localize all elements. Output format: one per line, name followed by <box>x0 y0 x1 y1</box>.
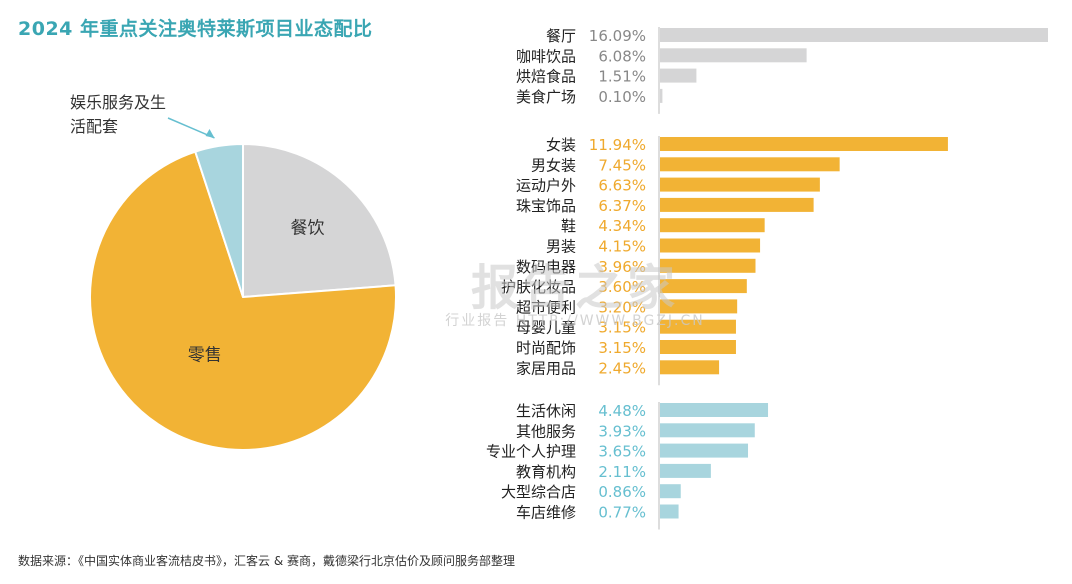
bar-category-16: 生活休闲 <box>516 402 576 420</box>
bar-4 <box>660 137 948 151</box>
pie-slice-1 <box>89 150 397 451</box>
pie-slice-2 <box>194 142 244 298</box>
bar-category-20: 大型综合店 <box>501 483 576 501</box>
pie-label-0: 餐饮 <box>290 218 324 238</box>
bar-12 <box>660 299 738 314</box>
bar-13 <box>660 319 736 334</box>
bar-11 <box>660 279 747 294</box>
bar-10 <box>660 258 756 273</box>
bar-value-11: 3.60% <box>598 278 646 296</box>
bar-category-19: 教育机构 <box>516 463 576 481</box>
bar-5 <box>660 157 840 172</box>
bar-category-3: 美食广场 <box>516 88 576 106</box>
bar-category-15: 家居用品 <box>516 359 576 377</box>
bar-value-13: 3.15% <box>598 319 646 337</box>
bar-7 <box>660 197 814 212</box>
bar-value-0: 16.09% <box>589 27 646 45</box>
bar-category-11: 护肤化妆品 <box>501 278 576 296</box>
bar-category-12: 超市便利 <box>516 298 576 316</box>
bar-value-7: 6.37% <box>598 197 646 215</box>
pie-label-2-line-0: 娱乐服务及生 <box>70 93 166 112</box>
bar-category-0: 餐厅 <box>546 27 576 45</box>
bar-chart: 餐厅 16.09% 咖啡饮品 6.08% 烘焙食品 1.51% 美食广场 0.10% 女装 11.… <box>486 27 1048 530</box>
bar-value-16: 4.48% <box>598 402 646 420</box>
bar-category-6: 运动户外 <box>516 177 576 195</box>
bar-20 <box>660 484 681 499</box>
bar-value-2: 1.51% <box>598 68 646 86</box>
bar-17 <box>660 423 755 438</box>
bar-value-8: 4.34% <box>598 217 646 235</box>
bar-category-14: 时尚配饰 <box>516 339 576 357</box>
bar-category-13: 母婴儿童 <box>516 319 576 337</box>
pie-callout-arrow <box>205 128 215 138</box>
bar-value-3: 0.10% <box>598 88 646 106</box>
bar-8 <box>660 218 765 233</box>
bar-category-7: 珠宝饰品 <box>516 197 576 215</box>
bar-value-17: 3.93% <box>598 422 646 440</box>
bar-21 <box>660 504 679 519</box>
bar-value-5: 7.45% <box>598 156 646 174</box>
bar-category-9: 男装 <box>546 238 576 256</box>
bar-value-21: 0.77% <box>598 504 646 522</box>
bar-value-10: 3.96% <box>598 258 646 276</box>
bar-0 <box>660 28 1048 42</box>
bar-value-15: 2.45% <box>598 359 646 377</box>
bar-category-2: 烘焙食品 <box>516 68 576 86</box>
bar-16 <box>660 403 769 417</box>
pie-slice-0 <box>242 142 397 299</box>
bar-category-8: 鞋 <box>561 217 576 235</box>
bar-category-17: 其他服务 <box>516 422 576 440</box>
bar-category-1: 咖啡饮品 <box>516 47 576 65</box>
bar-9 <box>660 238 761 253</box>
bar-value-4: 11.94% <box>589 136 646 154</box>
bar-value-19: 2.11% <box>598 463 646 481</box>
bar-category-21: 车店维修 <box>516 504 576 522</box>
bar-category-10: 数码电器 <box>516 258 576 276</box>
bar-value-6: 6.63% <box>598 177 646 195</box>
bar-2 <box>660 68 697 83</box>
bar-6 <box>660 177 820 192</box>
bar-19 <box>660 463 711 478</box>
bar-value-20: 0.86% <box>598 483 646 501</box>
bar-value-14: 3.15% <box>598 339 646 357</box>
bar-category-4: 女装 <box>546 136 576 154</box>
chart-title: 2024 年重点关注奥特莱斯项目业态配比 <box>18 18 373 40</box>
bar-value-9: 4.15% <box>598 238 646 256</box>
bar-category-5: 男女装 <box>531 156 576 174</box>
bar-18 <box>660 443 749 458</box>
source-note: 数据来源：《中国实体商业客流桔皮书》，汇客云 & 赛商，戴德梁行北京估价及顾问服… <box>18 554 515 568</box>
pie-label-2-line-1: 活配套 <box>70 117 118 136</box>
bar-value-12: 3.20% <box>598 298 646 316</box>
bar-3 <box>660 88 663 103</box>
bar-1 <box>660 48 807 63</box>
bar-14 <box>660 340 736 354</box>
bar-15 <box>660 360 720 375</box>
bar-value-1: 6.08% <box>598 47 646 65</box>
pie-label-1: 零售 <box>188 345 222 365</box>
bar-value-18: 3.65% <box>598 443 646 461</box>
bar-category-18: 专业个人护理 <box>486 443 576 461</box>
